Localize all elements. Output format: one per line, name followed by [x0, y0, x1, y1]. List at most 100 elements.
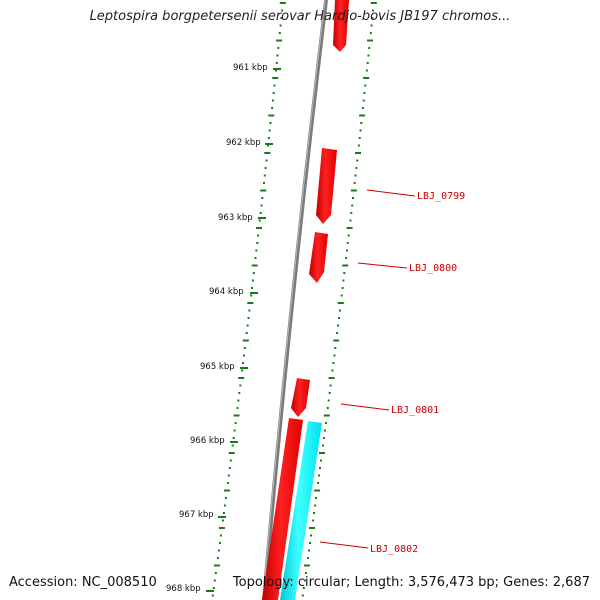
- tick-mark: [272, 77, 279, 79]
- tick-mark: [254, 257, 257, 259]
- gene-feature-LBJ_0801[interactable]: [291, 378, 310, 417]
- tick-mark: [251, 264, 258, 267]
- tick-mark: [363, 92, 366, 94]
- kbp-label: 967 kbp: [179, 510, 214, 520]
- tick-mark: [276, 39, 283, 42]
- gene-label-LBJ_0801[interactable]: LBJ_0801: [391, 405, 439, 416]
- tick-mark: [211, 594, 214, 597]
- tick-mark: [349, 219, 352, 222]
- tick-mark: [239, 384, 242, 387]
- tick-mark: [333, 339, 340, 342]
- tick-mark: [359, 114, 366, 117]
- gene-leaders: [319, 189, 416, 549]
- tick-mark: [232, 437, 235, 439]
- tick-mark: [350, 212, 353, 214]
- tick-mark: [308, 549, 310, 552]
- tick-mark: [329, 384, 332, 387]
- tick-mark: [271, 99, 274, 102]
- tick-mark: [353, 182, 356, 184]
- tick-mark: [237, 399, 240, 402]
- tick-mark: [214, 572, 217, 574]
- tick-mark: [250, 294, 253, 297]
- tick-mark: [317, 482, 320, 484]
- tick-mark: [357, 144, 360, 147]
- tick-mark: [359, 129, 362, 132]
- tick-mark: [365, 69, 368, 72]
- tick-mark: [322, 437, 325, 439]
- tick-mark: [342, 264, 349, 267]
- tick-mark: [338, 317, 340, 319]
- tick-mark: [280, 17, 283, 19]
- tick-mark: [228, 452, 235, 454]
- tick-mark: [256, 227, 262, 229]
- tick-mark: [360, 122, 363, 124]
- tick-mark: [307, 557, 309, 559]
- tick-mark: [368, 47, 371, 49]
- tick-mark: [314, 504, 317, 507]
- tick-mark: [260, 204, 263, 207]
- tick-mark: [233, 414, 240, 417]
- tick-mark: [337, 302, 344, 304]
- tick-mark: [356, 159, 359, 162]
- gene-feature-LBJ_0802-cyan[interactable]: [280, 421, 322, 600]
- tick-mark: [263, 182, 265, 184]
- tick-mark: [231, 444, 234, 447]
- tick-mark: [352, 197, 354, 199]
- tick-mark: [238, 377, 245, 379]
- tick-mark: [246, 324, 249, 327]
- tick-mark: [281, 9, 284, 12]
- tick-mark: [247, 302, 254, 304]
- tick-mark: [268, 129, 271, 132]
- tick-mark: [367, 54, 370, 57]
- outer-tick-ring: [301, 2, 377, 597]
- tick-mark: [371, 17, 374, 19]
- topology-text: Topology: circular; Length: 3,576,473 bp…: [232, 575, 590, 590]
- tick-mark: [355, 167, 358, 169]
- tick-mark: [279, 2, 286, 4]
- tick-mark: [334, 347, 337, 349]
- tick-mark: [267, 144, 270, 147]
- tick-mark: [301, 594, 304, 597]
- gene-label-LBJ_0802[interactable]: LBJ_0802: [370, 544, 418, 555]
- gene-feature-LBJ_0799[interactable]: [316, 148, 337, 224]
- tick-mark: [328, 377, 335, 379]
- tick-mark: [319, 467, 321, 469]
- tick-mark: [347, 234, 350, 237]
- tick-mark: [337, 324, 339, 327]
- tick-mark: [273, 84, 276, 87]
- tick-mark: [338, 309, 341, 312]
- tick-mark: [314, 489, 321, 492]
- tick-mark: [261, 197, 264, 199]
- tick-mark: [279, 24, 282, 27]
- tick-mark: [269, 122, 272, 124]
- tick-mark: [277, 47, 280, 49]
- tick-mark: [363, 77, 370, 79]
- gene-feature-LBJ_0800[interactable]: [309, 232, 328, 283]
- tick-mark: [309, 527, 315, 529]
- tick-mark: [332, 362, 335, 364]
- tick-mark: [236, 407, 239, 409]
- tick-mark: [243, 354, 245, 357]
- tick-mark: [234, 422, 237, 424]
- tick-mark: [267, 137, 270, 139]
- tick-mark: [278, 32, 281, 34]
- tick-mark: [217, 549, 220, 552]
- tick-mark: [322, 444, 324, 447]
- tick-mark: [318, 474, 320, 477]
- tick-mark: [342, 279, 345, 282]
- tick-mark: [315, 497, 318, 499]
- tick-mark: [222, 512, 225, 514]
- tick-mark: [263, 174, 266, 177]
- kbp-label: 961 kbp: [233, 63, 268, 73]
- gene-label-LBJ_0799[interactable]: LBJ_0799: [417, 191, 465, 202]
- tick-mark: [351, 204, 354, 207]
- tick-mark: [370, 24, 373, 27]
- gene-feature-LBJ_0802-red[interactable]: [262, 418, 303, 600]
- tick-mark: [310, 534, 312, 537]
- tick-mark: [346, 249, 348, 252]
- gene-label-LBJ_0800[interactable]: LBJ_0800: [409, 263, 457, 274]
- gene-feature-top[interactable]: [333, 0, 349, 52]
- tick-mark: [327, 399, 330, 402]
- tick-mark: [367, 39, 373, 42]
